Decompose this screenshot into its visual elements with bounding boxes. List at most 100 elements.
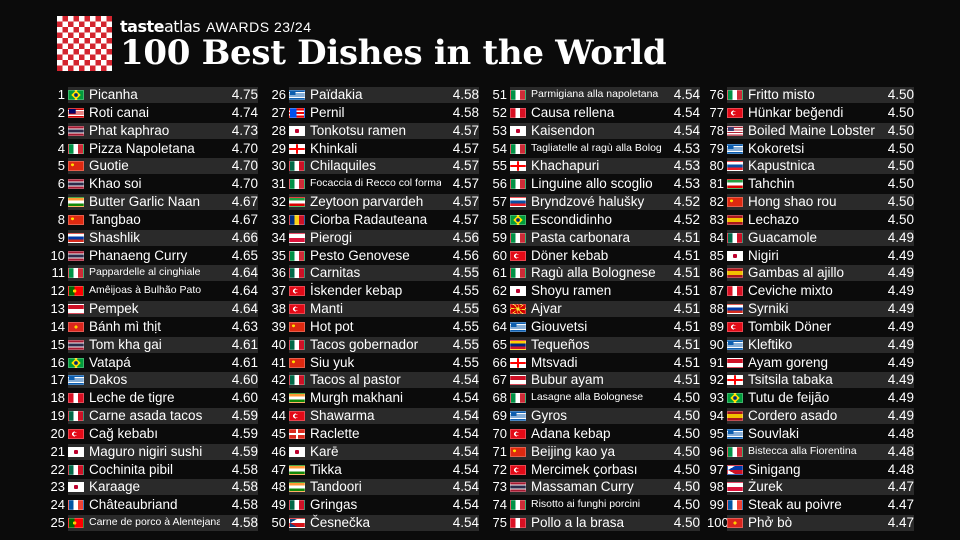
- dish-name: Syrniki: [748, 301, 789, 317]
- dish-row: 38 Manti 4.55: [269, 300, 479, 318]
- flag-ge-icon: [510, 357, 526, 368]
- dish-rank: 69: [492, 408, 507, 424]
- row-background: [68, 265, 258, 282]
- dish-score: 4.48: [887, 443, 914, 459]
- dish-rank: 19: [50, 408, 65, 424]
- flag-in-icon: [68, 197, 84, 208]
- flag-cn-icon: [510, 446, 526, 457]
- dish-row: 27 Pernil 4.58: [269, 104, 479, 122]
- dish-name: Shoyu ramen: [531, 283, 612, 299]
- dish-name: Tandoori: [310, 479, 362, 495]
- flag-pe-icon: [68, 393, 84, 404]
- header: tasteatlas AWARDS 23/24 100 Best Dishes …: [0, 0, 960, 84]
- dish-score: 4.54: [673, 87, 700, 102]
- dish-name: Zeytoon parvardeh: [310, 194, 424, 210]
- row-background: [727, 229, 914, 246]
- dish-rank: 67: [492, 372, 507, 388]
- dish-row: 6 Khao soi 4.70: [48, 175, 258, 193]
- dish-row: 76 Fritto misto 4.50: [707, 86, 914, 104]
- row-background: [289, 372, 479, 389]
- dish-score: 4.58: [231, 461, 258, 477]
- dish-score: 4.51: [673, 229, 700, 245]
- flag-cn-icon: [727, 197, 743, 208]
- dish-score: 4.49: [887, 247, 914, 263]
- dish-name: Focaccia di Recco col formaggio: [310, 177, 441, 190]
- dish-rank: 31: [271, 176, 286, 192]
- flag-gr-icon: [727, 339, 743, 350]
- dish-row: 71 Beijing kao ya 4.50: [490, 443, 700, 461]
- dish-row: 31 Focaccia di Recco col formaggio 4.57: [269, 175, 479, 193]
- dish-name: Souvlaki: [748, 425, 800, 441]
- dish-score: 4.53: [673, 140, 700, 156]
- flag-vn-icon: [727, 518, 743, 529]
- dish-score: 4.58: [452, 104, 479, 120]
- dish-score: 4.50: [887, 122, 914, 138]
- dish-name: Vatapá: [89, 354, 131, 370]
- row-background: [727, 408, 914, 424]
- row-background: [510, 408, 700, 424]
- dish-name: Causa rellena: [531, 104, 615, 120]
- dish-name: Fritto misto: [748, 87, 815, 102]
- dish-rank: 59: [492, 229, 507, 245]
- dish-score: 4.57: [452, 122, 479, 138]
- dish-name: Karaage: [89, 479, 141, 495]
- flag-gr-icon: [510, 321, 526, 332]
- flag-tr-icon: [510, 464, 526, 475]
- dish-score: 4.74: [231, 104, 258, 120]
- dish-rank: 82: [709, 194, 724, 210]
- dish-rank: 58: [492, 211, 507, 227]
- dish-rank: 28: [271, 122, 286, 138]
- flag-ge-icon: [289, 143, 305, 154]
- flag-it-icon: [510, 90, 526, 100]
- flag-fr-icon: [727, 500, 743, 511]
- page-title: 100 Best Dishes in the World: [120, 33, 667, 73]
- dish-rank: 74: [492, 497, 507, 513]
- dish-rank: 93: [709, 390, 724, 406]
- dish-score: 4.52: [673, 211, 700, 227]
- row-background: [727, 515, 914, 531]
- flag-jp-icon: [68, 446, 84, 457]
- row-background: [510, 194, 700, 210]
- dish-name: Leche de tigre: [89, 390, 175, 406]
- dish-name: Pesto Genovese: [310, 247, 410, 263]
- dish-score: 4.70: [231, 158, 258, 174]
- dish-row: 80 Kapustnica 4.50: [707, 157, 914, 175]
- dish-rank: 32: [271, 194, 286, 210]
- flag-jp-icon: [727, 250, 743, 261]
- dish-row: 19 Carne asada tacos 4.59: [48, 407, 258, 425]
- ranking-column-3: 51 Parmigiana alla napoletana 4.54 52 Causa …: [490, 86, 700, 532]
- flag-gr-icon: [68, 375, 84, 386]
- dish-name: Pempek: [89, 301, 139, 317]
- flag-vn-icon: [68, 321, 84, 332]
- dish-row: 22 Cochinita pibil 4.58: [48, 461, 258, 479]
- dish-rank: 73: [492, 479, 507, 495]
- row-background: [68, 408, 258, 424]
- dish-row: 30 Chilaquiles 4.57: [269, 157, 479, 175]
- dish-score: 4.55: [452, 336, 479, 352]
- dish-score: 4.51: [673, 283, 700, 299]
- dish-row: 42 Tacos al pastor 4.54: [269, 371, 479, 389]
- row-background: [289, 194, 479, 210]
- dish-rank: 55: [492, 158, 507, 174]
- ranking-column-2: 26 Païdakia 4.58 27 Pernil 4.58 28 Tonkotsu ram…: [269, 86, 479, 532]
- dish-rank: 22: [50, 461, 65, 477]
- dish-rank: 57: [492, 194, 507, 210]
- dish-rank: 5: [57, 158, 65, 174]
- dish-row: 70 Adana kebap 4.50: [490, 425, 700, 443]
- dish-name: Linguine allo scoglio: [531, 176, 653, 192]
- dish-name: Shawarma: [310, 408, 375, 424]
- flag-cn-icon: [289, 357, 305, 368]
- dish-score: 4.54: [452, 408, 479, 424]
- flag-cz-icon: [289, 518, 305, 529]
- dish-rank: 76: [709, 87, 724, 102]
- row-background: [68, 194, 258, 210]
- dish-row: 49 Gringas 4.54: [269, 496, 479, 514]
- dish-score: 4.55: [452, 318, 479, 334]
- dish-rank: 42: [271, 372, 286, 388]
- dish-name: Kaisendon: [531, 122, 595, 138]
- flag-it-icon: [510, 232, 526, 243]
- dish-row: 17 Dakos 4.60: [48, 371, 258, 389]
- dish-rank: 36: [271, 265, 286, 281]
- dish-name: Pasta carbonara: [531, 229, 631, 245]
- dish-score: 4.48: [887, 425, 914, 441]
